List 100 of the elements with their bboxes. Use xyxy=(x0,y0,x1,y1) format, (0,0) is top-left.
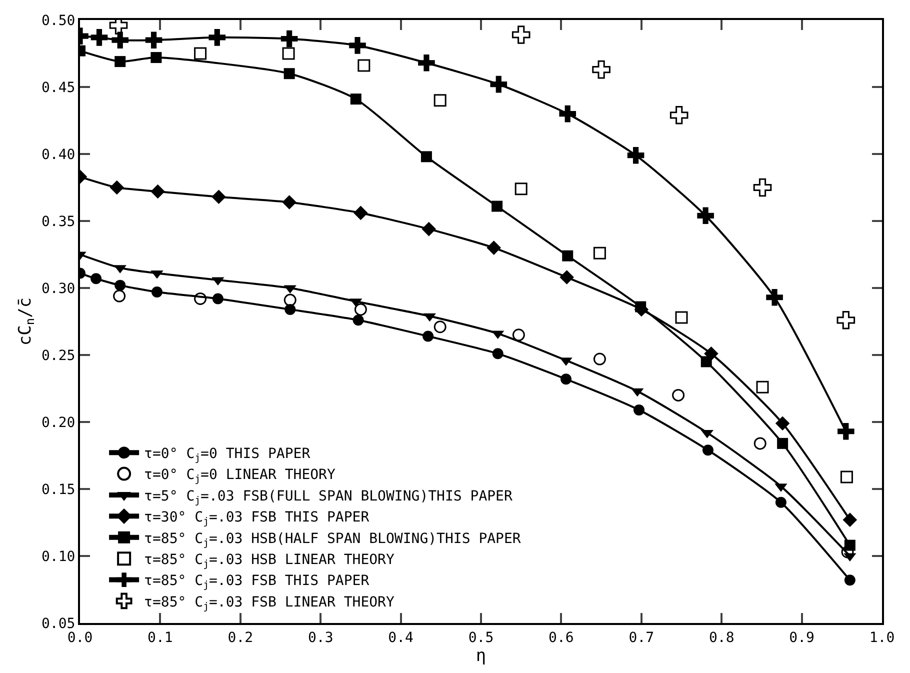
point xyxy=(486,240,501,255)
point xyxy=(114,56,126,68)
legend-label: τ=0° C$_{j}$=0 THIS PAPER xyxy=(144,446,311,464)
point xyxy=(113,290,126,302)
legend-label: τ=85° C$_{j}$=.03 HSB LINEAR THEORY xyxy=(144,552,395,570)
y-tick-label: 0.40 xyxy=(41,146,76,163)
x-tick-label: 0.4 xyxy=(388,630,414,646)
point xyxy=(420,151,432,162)
point xyxy=(702,444,714,456)
y-tick-label: 0.30 xyxy=(41,280,76,297)
point xyxy=(422,330,434,342)
point xyxy=(560,374,572,385)
point xyxy=(756,380,769,394)
point xyxy=(592,60,610,79)
point xyxy=(145,32,162,48)
point xyxy=(354,303,367,316)
point xyxy=(151,286,162,298)
legend-label: τ=5° C$_{j}$=.03 FSB(FULL SPAN BLOWING)THIS PAPER xyxy=(144,488,513,506)
x-tick-label: 1.0 xyxy=(869,630,895,646)
point xyxy=(753,178,772,197)
point xyxy=(212,190,226,204)
point xyxy=(836,311,856,330)
point xyxy=(775,416,790,430)
point xyxy=(844,574,856,586)
x-tick-label: 0.2 xyxy=(228,630,254,646)
point xyxy=(194,47,207,60)
point xyxy=(112,32,128,48)
point xyxy=(492,200,503,212)
point xyxy=(150,184,165,199)
x-axis-title: η xyxy=(476,646,486,666)
y-tick-label: 0.45 xyxy=(41,80,76,96)
point xyxy=(434,320,446,334)
y-tick-label: 0.25 xyxy=(41,348,76,364)
point xyxy=(562,250,574,262)
point xyxy=(670,106,688,124)
point xyxy=(672,388,685,402)
point xyxy=(512,328,525,342)
point xyxy=(282,47,295,60)
point xyxy=(280,30,298,48)
point xyxy=(593,352,606,366)
point xyxy=(90,29,108,46)
x-tick-label: 0.9 xyxy=(789,630,814,646)
point xyxy=(559,105,576,122)
x-tick-label: 0.0 xyxy=(67,630,93,646)
point xyxy=(492,348,504,360)
point xyxy=(766,288,783,306)
x-tick-label: 0.8 xyxy=(708,630,734,646)
point xyxy=(434,94,446,107)
point xyxy=(840,470,853,484)
point xyxy=(110,180,124,195)
point xyxy=(842,512,858,527)
point xyxy=(208,29,226,46)
point xyxy=(282,195,296,210)
legend-label: τ=30° C$_{j}$=.03 FSB THIS PAPER xyxy=(144,510,370,528)
point xyxy=(352,314,364,326)
point xyxy=(358,59,370,72)
point xyxy=(194,292,207,305)
point xyxy=(560,270,574,284)
point xyxy=(212,293,224,304)
y-tick-label: 0.20 xyxy=(41,414,76,431)
point xyxy=(838,422,854,440)
point xyxy=(627,146,644,164)
point xyxy=(150,52,162,64)
point xyxy=(422,222,436,236)
legend-label: τ=85° C$_{j}$=.03 HSB(HALF SPAN BLOWING)THIS PAPER xyxy=(144,530,522,549)
y-tick-label: 0.10 xyxy=(41,548,76,565)
point xyxy=(697,207,714,224)
point xyxy=(349,37,366,54)
legend-label: τ=0° C$_{j}$=0 LINEAR THEORY xyxy=(144,467,336,486)
point xyxy=(512,26,530,44)
point xyxy=(90,273,102,284)
y-tick-label: 0.05 xyxy=(41,616,76,632)
point xyxy=(844,540,856,551)
y-tick-label: 0.15 xyxy=(41,482,76,498)
point xyxy=(775,496,786,508)
point xyxy=(675,311,688,324)
point xyxy=(284,68,295,80)
x-tick-label: 0.7 xyxy=(628,630,654,646)
point xyxy=(633,404,644,416)
point xyxy=(490,76,508,93)
x-tick-label: 0.3 xyxy=(308,630,334,646)
legend-label: τ=85° C$_{j}$=.03 FSB LINEAR THEORY xyxy=(144,594,395,612)
y-tick-label: 0.35 xyxy=(41,214,76,230)
point xyxy=(284,304,296,315)
point xyxy=(700,356,712,368)
point xyxy=(354,206,368,220)
x-tick-label: 0.5 xyxy=(468,630,494,646)
point xyxy=(754,437,766,450)
x-tick-label: 0.1 xyxy=(148,630,173,646)
point xyxy=(635,301,646,312)
point xyxy=(350,94,362,105)
legend-label: τ=85° C$_{j}$=.03 FSB THIS PAPER xyxy=(144,573,370,592)
point xyxy=(284,294,296,306)
point xyxy=(418,54,435,72)
point xyxy=(593,246,606,260)
point xyxy=(114,280,126,291)
point xyxy=(514,182,528,196)
x-tick-label: 0.6 xyxy=(548,630,574,646)
y-tick-label: 0.50 xyxy=(41,12,76,29)
point xyxy=(777,438,788,449)
